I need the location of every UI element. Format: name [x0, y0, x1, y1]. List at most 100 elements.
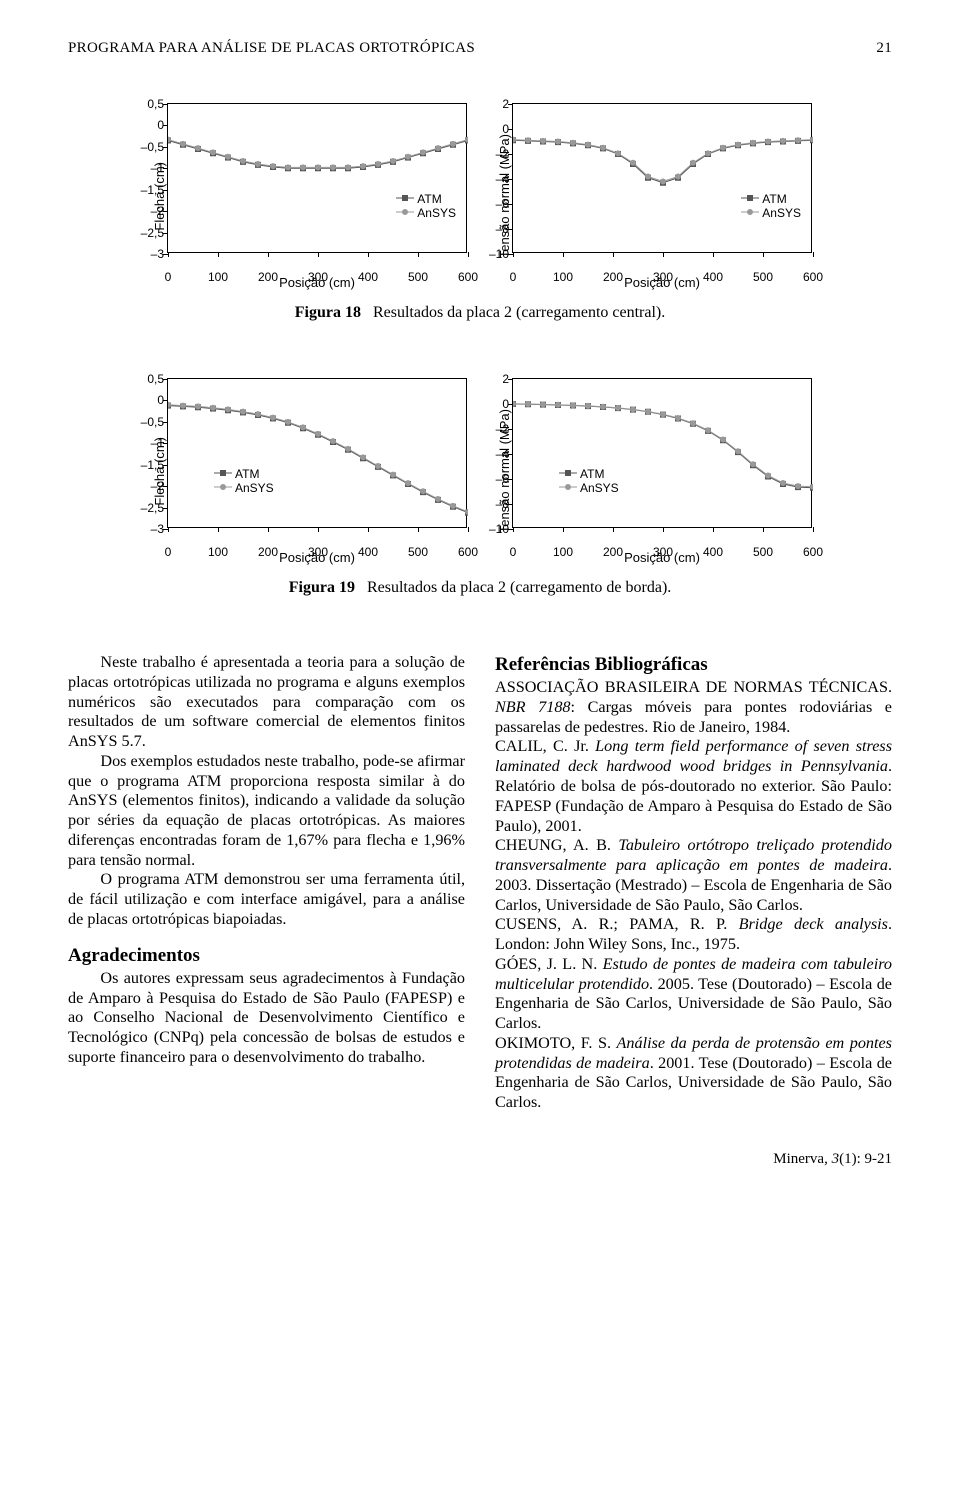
chart-legend: ATMAnSYS	[396, 192, 456, 220]
x-tick-label: 400	[358, 270, 378, 284]
legend-label: AnSYS	[762, 206, 801, 220]
y-tick-label: 2	[473, 97, 509, 111]
legend-item: ATM	[214, 467, 274, 481]
y-tick-label: –2	[128, 204, 164, 218]
x-tick-label: 0	[510, 270, 517, 284]
footer-rest: (1): 9-21	[839, 1151, 892, 1167]
x-tick-label: 400	[703, 545, 723, 559]
ref-3: CHEUNG, A. B. Tabuleiro ortótropo treliç…	[495, 836, 892, 915]
x-tick-label: 300	[308, 270, 328, 284]
y-tick-label: –1,5	[128, 183, 164, 197]
footer-vol: 3	[832, 1151, 840, 1167]
chart-plot-area: 0,50–0,5–1–1,5–2–2,5–3010020030040050060…	[167, 378, 467, 528]
y-tick-label: –8	[473, 497, 509, 511]
y-tick-label: –1	[128, 161, 164, 175]
x-tick-label: 500	[753, 270, 773, 284]
chart-plot-area: 20–2–4–6–8–100100200300400500600ATMAnSYS	[512, 378, 812, 528]
legend-label: AnSYS	[417, 206, 456, 220]
legend-item: AnSYS	[214, 481, 274, 495]
x-tick-label: 100	[208, 545, 228, 559]
y-tick-label: –3	[128, 247, 164, 261]
figure-19-caption: Figura 19 Resultados da placa 2 (carrega…	[68, 579, 892, 597]
chart-f19-left: Flecha (cm)0,50–0,5–1–1,5–2–2,5–30100200…	[148, 378, 467, 565]
y-tick-label: 0	[128, 393, 164, 407]
x-tick-label: 200	[258, 270, 278, 284]
caption-text: Resultados da placa 2 (carregamento cent…	[373, 304, 665, 321]
x-tick-label: 100	[208, 270, 228, 284]
x-tick-label: 200	[603, 270, 623, 284]
legend-label: ATM	[580, 467, 604, 481]
figure-18-row: Flecha (cm)0,50–0,5–1–1,5–2–2,5–30100200…	[68, 103, 892, 290]
chart-legend: ATMAnSYS	[214, 467, 274, 495]
x-tick-label: 300	[308, 545, 328, 559]
agradecimentos-heading: Agradecimentos	[68, 944, 465, 967]
caption-text: Resultados da placa 2 (carregamento de b…	[367, 579, 671, 596]
ref-6: OKIMOTO, F. S. Análise da perda de prote…	[495, 1034, 892, 1113]
legend-item: AnSYS	[396, 206, 456, 220]
ref-5: GÓES, J. L. N. Estudo de pontes de madei…	[495, 955, 892, 1034]
y-tick-label: 2	[473, 372, 509, 386]
x-tick-label: 300	[653, 270, 673, 284]
legend-item: ATM	[741, 192, 801, 206]
ref-4: CUSENS, A. R.; PAMA, R. P. Bridge deck a…	[495, 915, 892, 955]
chart-f19-right: Tensão normal (MPa)20–2–4–6–8–1001002003…	[493, 378, 812, 565]
x-tick-label: 0	[165, 270, 172, 284]
legend-item: AnSYS	[741, 206, 801, 220]
right-column: Referências Bibliográficas ASSOCIAÇÃO BR…	[495, 653, 892, 1113]
x-tick-label: 600	[458, 270, 478, 284]
y-tick-label: –4	[473, 172, 509, 186]
legend-label: AnSYS	[235, 481, 274, 495]
legend-label: ATM	[235, 467, 259, 481]
y-tick-label: –6	[473, 197, 509, 211]
chart-plot-area: 20–2–4–6–8–100100200300400500600ATMAnSYS	[512, 103, 812, 253]
body-p2: Dos exemplos estudados neste trabalho, p…	[68, 752, 465, 871]
y-tick-label: –1	[128, 436, 164, 450]
footer: Minerva, 3(1): 9-21	[68, 1151, 892, 1168]
y-tick-label: –0,5	[128, 415, 164, 429]
y-tick-label: –2	[473, 147, 509, 161]
legend-label: ATM	[417, 192, 441, 206]
y-tick-label: 0,5	[128, 372, 164, 386]
page-header: PROGRAMA PARA ANÁLISE DE PLACAS ORTOTRÓP…	[68, 40, 892, 57]
y-tick-label: –4	[473, 447, 509, 461]
ref-2: CALIL, C. Jr. Long term field performanc…	[495, 737, 892, 836]
x-tick-label: 500	[753, 545, 773, 559]
x-tick-label: 500	[408, 270, 428, 284]
y-tick-label: –6	[473, 472, 509, 486]
x-tick-label: 600	[803, 545, 823, 559]
x-tick-label: 200	[258, 545, 278, 559]
x-tick-label: 500	[408, 545, 428, 559]
header-title: PROGRAMA PARA ANÁLISE DE PLACAS ORTOTRÓP…	[68, 40, 475, 57]
figure-19-row: Flecha (cm)0,50–0,5–1–1,5–2–2,5–30100200…	[68, 378, 892, 565]
x-tick-label: 100	[553, 270, 573, 284]
y-tick-label: –10	[473, 522, 509, 536]
left-column: Neste trabalho é apresentada a teoria pa…	[68, 653, 465, 1113]
header-page-num: 21	[876, 40, 892, 57]
caption-bold: Figura 19	[289, 579, 355, 596]
x-tick-label: 0	[510, 545, 517, 559]
y-tick-label: 0	[473, 397, 509, 411]
legend-label: ATM	[762, 192, 786, 206]
chart-plot-area: 0,50–0,5–1–1,5–2–2,5–3010020030040050060…	[167, 103, 467, 253]
y-tick-label: –10	[473, 247, 509, 261]
y-tick-label: –1,5	[128, 458, 164, 472]
chart-f18-left: Flecha (cm)0,50–0,5–1–1,5–2–2,5–30100200…	[148, 103, 467, 290]
y-tick-label: –3	[128, 522, 164, 536]
referencias-heading: Referências Bibliográficas	[495, 653, 892, 676]
x-tick-label: 0	[165, 545, 172, 559]
x-tick-label: 600	[803, 270, 823, 284]
y-tick-label: 0	[473, 122, 509, 136]
y-tick-label: –2	[128, 479, 164, 493]
y-tick-label: –8	[473, 222, 509, 236]
x-tick-label: 200	[603, 545, 623, 559]
legend-label: AnSYS	[580, 481, 619, 495]
y-tick-label: –2,5	[128, 226, 164, 240]
y-tick-label: –2,5	[128, 501, 164, 515]
figure-18-caption: Figura 18 Resultados da placa 2 (carrega…	[68, 304, 892, 322]
y-tick-label: –0,5	[128, 140, 164, 154]
chart-f18-right: Tensão normal (MPa)20–2–4–6–8–1001002003…	[493, 103, 812, 290]
x-tick-label: 400	[703, 270, 723, 284]
body-p3: O programa ATM demonstrou ser uma ferram…	[68, 870, 465, 929]
agradecimentos-text: Os autores expressam seus agradecimentos…	[68, 969, 465, 1068]
y-tick-label: 0,5	[128, 97, 164, 111]
